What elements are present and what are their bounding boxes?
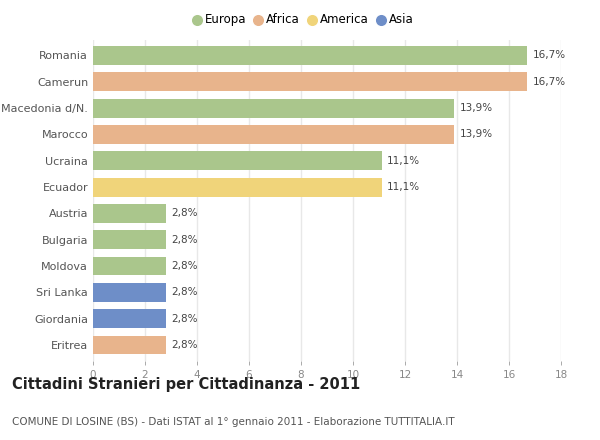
Bar xyxy=(93,99,454,117)
Bar xyxy=(93,178,382,197)
Text: 11,1%: 11,1% xyxy=(387,182,420,192)
Text: 2,8%: 2,8% xyxy=(171,235,197,245)
Bar xyxy=(93,204,166,223)
Text: Cittadini Stranieri per Cittadinanza - 2011: Cittadini Stranieri per Cittadinanza - 2… xyxy=(12,378,360,392)
Bar xyxy=(93,257,166,275)
Legend: Europa, Africa, America, Asia: Europa, Africa, America, Asia xyxy=(189,8,418,31)
Text: 13,9%: 13,9% xyxy=(460,103,493,113)
Text: 2,8%: 2,8% xyxy=(171,209,197,218)
Bar xyxy=(93,230,166,249)
Text: 16,7%: 16,7% xyxy=(532,77,566,87)
Text: 2,8%: 2,8% xyxy=(171,314,197,324)
Bar xyxy=(93,336,166,355)
Text: 2,8%: 2,8% xyxy=(171,261,197,271)
Text: 16,7%: 16,7% xyxy=(532,51,566,60)
Bar xyxy=(93,72,527,91)
Bar xyxy=(93,309,166,328)
Text: COMUNE DI LOSINE (BS) - Dati ISTAT al 1° gennaio 2011 - Elaborazione TUTTITALIA.: COMUNE DI LOSINE (BS) - Dati ISTAT al 1°… xyxy=(12,417,455,427)
Text: 2,8%: 2,8% xyxy=(171,340,197,350)
Bar xyxy=(93,283,166,302)
Text: 11,1%: 11,1% xyxy=(387,156,420,166)
Bar xyxy=(93,125,454,144)
Bar xyxy=(93,46,527,65)
Text: 13,9%: 13,9% xyxy=(460,129,493,139)
Text: 2,8%: 2,8% xyxy=(171,287,197,297)
Bar xyxy=(93,151,382,170)
